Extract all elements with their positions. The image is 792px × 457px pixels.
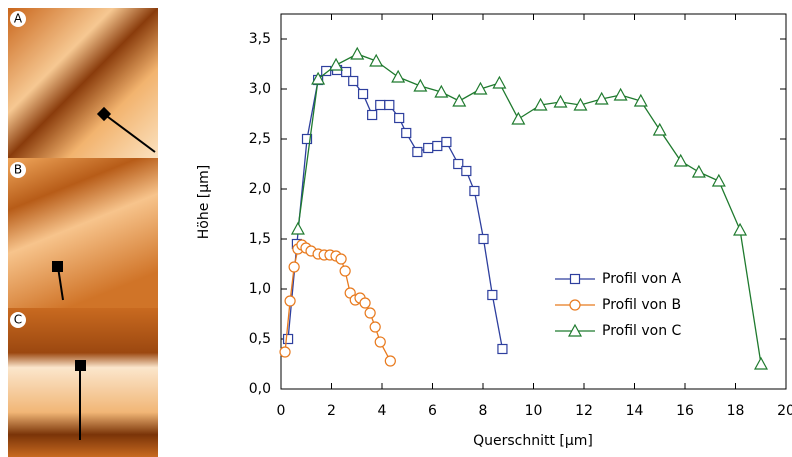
marker [335, 253, 347, 265]
marker [341, 66, 352, 78]
x-tick-label: 20 [777, 403, 792, 419]
x-tick-label: 12 [575, 403, 593, 419]
x-tick-label: 8 [479, 403, 488, 419]
marker [461, 165, 472, 177]
marker [533, 97, 548, 111]
y-axis-label: Höhe [µm] [196, 165, 212, 240]
x-axis-label: Querschnitt [µm] [473, 433, 593, 449]
y-tick-label: 0,0 [249, 381, 271, 397]
marker [374, 336, 386, 348]
afm-images: A B C [8, 8, 158, 457]
marker [573, 97, 588, 111]
marker [553, 94, 568, 108]
marker [369, 321, 381, 333]
image-b [8, 158, 158, 308]
marker [487, 289, 498, 301]
marker [497, 343, 508, 355]
label-badge [10, 162, 26, 178]
marker [478, 233, 489, 245]
marker [284, 295, 296, 307]
marker [691, 164, 706, 178]
marker [569, 273, 581, 285]
marker [290, 221, 305, 235]
arrow [103, 113, 156, 153]
marker [569, 299, 581, 311]
marker [394, 112, 405, 124]
marker [753, 356, 769, 370]
y-tick-label: 1,5 [249, 231, 271, 247]
marker [369, 53, 384, 67]
marker [413, 78, 428, 92]
label-badge [10, 312, 26, 328]
marker [711, 173, 726, 187]
x-tick-label: 14 [626, 403, 644, 419]
marker [282, 333, 294, 345]
marker [367, 109, 378, 121]
marker [375, 99, 386, 111]
marker [511, 111, 526, 125]
y-tick-label: 2,0 [249, 181, 271, 197]
marker [594, 91, 609, 105]
marker [329, 57, 344, 71]
x-tick-label: 10 [525, 403, 543, 419]
marker [673, 153, 688, 167]
marker [469, 185, 480, 197]
marker [401, 127, 412, 139]
marker [391, 69, 406, 83]
y-tick-label: 0,5 [249, 331, 271, 347]
marker [321, 65, 332, 77]
panel-label: C [14, 313, 22, 327]
marker [279, 346, 291, 358]
marker [359, 297, 371, 309]
marker [384, 99, 395, 111]
arrow [57, 266, 64, 301]
x-tick-label: 18 [727, 403, 745, 419]
marker [633, 93, 648, 107]
panel-label: B [14, 163, 22, 177]
marker [434, 84, 449, 98]
marker [357, 88, 369, 100]
marker [432, 140, 443, 152]
y-tick-label: 3,0 [249, 81, 271, 97]
marker [567, 323, 583, 337]
legend-label: Profil von C [602, 323, 682, 339]
marker [350, 46, 365, 60]
marker [423, 142, 434, 154]
marker [348, 75, 359, 87]
x-tick-label: 4 [378, 403, 387, 419]
marker [473, 81, 488, 95]
panel-label: A [14, 12, 23, 26]
marker [311, 71, 326, 85]
y-tick-label: 2,5 [249, 131, 271, 147]
x-tick-label: 0 [277, 403, 286, 419]
marker [453, 158, 464, 170]
marker [384, 355, 396, 367]
legend-label: Profil von A [602, 271, 682, 287]
arrow-start [75, 360, 86, 371]
legend-label: Profil von B [602, 297, 681, 313]
marker [288, 261, 300, 273]
marker [492, 75, 507, 89]
y-tick-label: 1,0 [249, 281, 271, 297]
x-tick-label: 2 [327, 403, 336, 419]
label-badge [10, 11, 26, 27]
series-line [287, 69, 504, 350]
marker [339, 265, 351, 277]
image-c [8, 308, 158, 457]
y-tick-label: 3,5 [249, 31, 271, 47]
arrow-start [52, 261, 63, 272]
marker [441, 136, 452, 148]
plot-frame [280, 13, 787, 390]
marker [301, 133, 313, 145]
x-tick-label: 16 [676, 403, 694, 419]
marker [364, 307, 376, 319]
x-tick-label: 6 [428, 403, 437, 419]
image-a [8, 8, 158, 158]
marker [733, 222, 748, 236]
marker [652, 122, 667, 136]
marker [412, 146, 423, 158]
marker [452, 93, 467, 107]
marker [613, 87, 628, 101]
